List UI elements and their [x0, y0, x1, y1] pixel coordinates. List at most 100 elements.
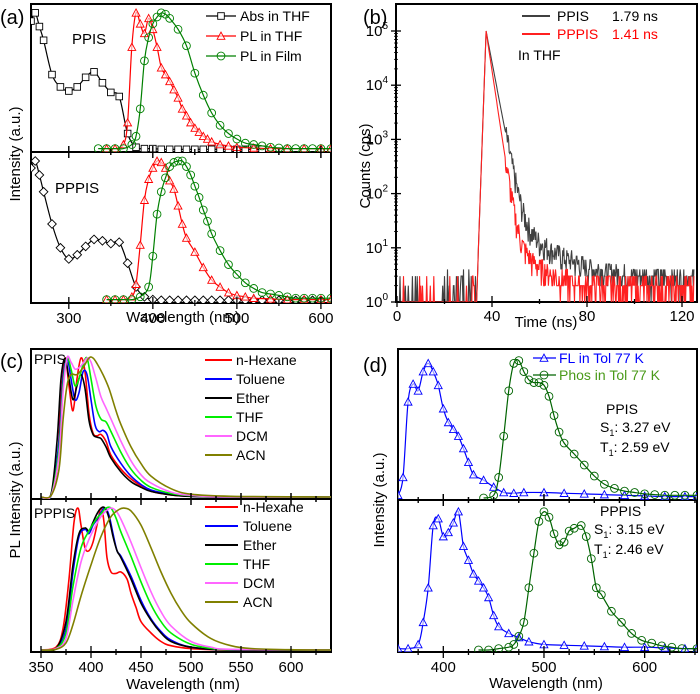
a-point [177, 104, 187, 113]
d-point [438, 531, 448, 541]
d-annotation-energy: T1: 2.59 eV [600, 439, 670, 458]
c-tick-label: 500 [178, 659, 203, 676]
a-legend-marker [216, 51, 226, 61]
d-point [483, 592, 494, 602]
a-point [249, 284, 259, 293]
d-point [398, 643, 403, 652]
d-point [599, 641, 610, 651]
d-point [586, 554, 596, 564]
d-point [554, 427, 564, 437]
a-point [93, 144, 103, 152]
a-point [207, 136, 217, 146]
a-point [203, 216, 212, 226]
a-point [152, 209, 162, 219]
d-point [559, 640, 569, 649]
a-point [97, 235, 108, 246]
a-point [31, 163, 36, 173]
a-point [232, 270, 242, 279]
a-point [173, 295, 183, 303]
a-point [299, 294, 309, 303]
d-point [494, 621, 504, 631]
a-point [190, 68, 200, 78]
d-point [559, 488, 569, 497]
panel-label-a: (a) [0, 7, 24, 29]
c-legend-label: Ether [243, 537, 277, 553]
c-line-toluene [40, 357, 331, 499]
d-point [647, 638, 657, 648]
a-point [31, 17, 35, 25]
a-point [131, 8, 141, 17]
a-point [282, 292, 292, 302]
b-plot-area [397, 30, 695, 302]
d-line-phos-in-tol-77-k [478, 510, 697, 651]
a-point [190, 181, 200, 191]
c-tick-label: 450 [128, 659, 153, 676]
b-xtick-label: 0 [393, 308, 401, 325]
a-point [299, 144, 309, 152]
d-point [443, 527, 453, 537]
d-point [443, 417, 453, 427]
d-point [488, 610, 499, 620]
a-point [31, 9, 39, 17]
a-point [98, 79, 107, 87]
d-tick-label: 600 [632, 659, 657, 676]
c-legend-label: Ether [236, 390, 270, 406]
a-point [164, 76, 175, 86]
a-point [122, 258, 133, 269]
a-point [194, 127, 204, 136]
b-ylabel: Counts (cps) [357, 123, 374, 208]
a-point [207, 229, 217, 239]
c-xlabel: Wavelength (nm) [126, 676, 240, 693]
a-point [181, 295, 192, 303]
c-line-thf [40, 506, 331, 652]
a-point [282, 294, 292, 303]
a-subplot-pppis [31, 156, 331, 303]
a-point [164, 295, 175, 303]
a-point [122, 117, 133, 127]
d-point [559, 438, 569, 448]
c-legend-label: ACN [236, 447, 266, 463]
a-point [165, 13, 175, 23]
a-tick-label: 600 [308, 310, 333, 327]
d-point [488, 482, 499, 491]
d-point [524, 583, 534, 593]
a-point [177, 219, 187, 228]
a-subplot-label: PPPIS [55, 180, 99, 197]
a-point [266, 143, 275, 152]
c-tick-label: 400 [78, 659, 103, 676]
d-point [478, 582, 489, 592]
b-line-pppis [397, 30, 695, 302]
d-point [579, 641, 589, 650]
d-point [509, 488, 519, 497]
d-point [660, 490, 670, 500]
d-point [544, 512, 554, 522]
b-legend-label: PPPIS [557, 26, 598, 42]
a-point [232, 134, 242, 144]
a-point [215, 139, 225, 149]
d-point [458, 443, 469, 453]
a-point [241, 145, 250, 152]
d-legend-label: FL in Tol 77 K [559, 350, 644, 366]
d-point [514, 631, 524, 641]
d-point [478, 475, 489, 484]
d-point [398, 472, 408, 482]
a-point [139, 28, 150, 38]
d-point [499, 431, 509, 441]
d-point [677, 644, 687, 652]
a-point [156, 62, 166, 72]
a-point [173, 200, 183, 210]
c-legend-label: THF [236, 409, 263, 425]
c-legend-label: Toluene [236, 371, 285, 387]
a-point [107, 88, 115, 97]
d-point [494, 644, 504, 652]
d-annotation-energy: S1: 3.15 eV [594, 521, 665, 540]
d-point [448, 424, 459, 434]
a-point [156, 187, 166, 197]
c-legend-label: THF [243, 556, 270, 572]
a-point [110, 144, 120, 152]
a-point [135, 18, 145, 28]
a-point [164, 175, 175, 185]
d-point [534, 378, 544, 387]
d-point [519, 617, 529, 627]
a-point [152, 42, 162, 51]
